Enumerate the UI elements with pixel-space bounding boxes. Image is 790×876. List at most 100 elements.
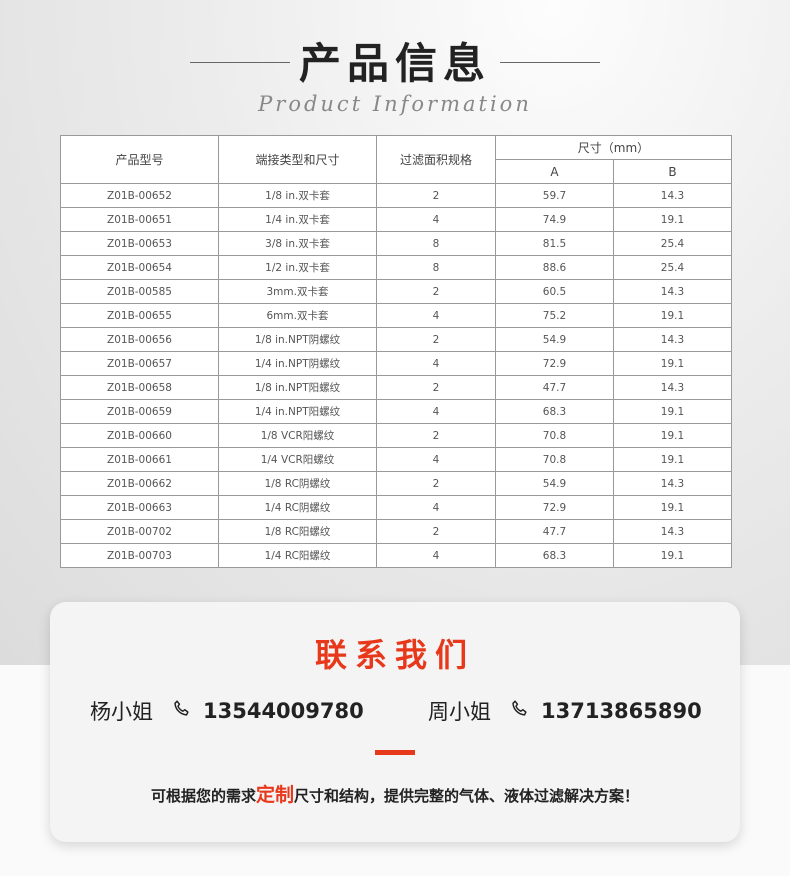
table-cell: 19.1 — [612, 207, 733, 232]
table-cell: 14.3 — [612, 375, 733, 400]
table-cell: 1/8 RC阴螺纹 — [218, 471, 377, 496]
table-row: Z01B-00655 6mm.双卡套 4 75.2 19.1 — [60, 303, 733, 328]
table-row: Z01B-00656 1/8 in.NPT阴螺纹 2 54.9 14.3 — [60, 327, 733, 352]
page-subtitle: Product Information — [258, 92, 532, 116]
table-cell: 74.9 — [495, 207, 614, 232]
header-model: 产品型号 — [60, 135, 219, 184]
table-row: Z01B-00653 3/8 in.双卡套 8 81.5 25.4 — [60, 231, 733, 256]
slogan-text: 尺寸和结构，提供完整的气体、液体过滤解决方案！ — [294, 787, 640, 805]
table-cell: Z01B-00703 — [60, 543, 219, 568]
table-cell: Z01B-00659 — [60, 399, 219, 424]
table-cell: 72.9 — [495, 351, 614, 376]
table-cell: 2 — [376, 423, 496, 448]
table-cell: 70.8 — [495, 447, 614, 472]
table-cell: 1/4 in.双卡套 — [218, 207, 377, 232]
table-cell: 1/8 in.NPT阴螺纹 — [218, 327, 377, 352]
table-cell: 6mm.双卡套 — [218, 303, 377, 328]
table-cell: 81.5 — [495, 231, 614, 256]
table-cell: 25.4 — [612, 255, 733, 280]
table-cell: Z01B-00654 — [60, 255, 219, 280]
table-cell: 14.3 — [612, 183, 733, 208]
contact-name: 周小姐 — [428, 700, 491, 724]
table-row: Z01B-00657 1/4 in.NPT阴螺纹 4 72.9 19.1 — [60, 351, 733, 376]
table-cell: 1/4 VCR阳螺纹 — [218, 447, 377, 472]
table-cell: 4 — [376, 303, 496, 328]
table-cell: Z01B-00663 — [60, 495, 219, 520]
table-cell: 2 — [376, 279, 496, 304]
header-filter-area: 过滤面积规格 — [376, 135, 496, 184]
table-row: Z01B-00663 1/4 RC阴螺纹 4 72.9 19.1 — [60, 495, 733, 520]
table-cell: 2 — [376, 471, 496, 496]
table-cell: 1/8 RC阳螺纹 — [218, 519, 377, 544]
table-cell: 59.7 — [495, 183, 614, 208]
table-cell: 14.3 — [612, 327, 733, 352]
table-cell: 8 — [376, 255, 496, 280]
table-cell: 54.9 — [495, 471, 614, 496]
table-cell: 1/2 in.双卡套 — [218, 255, 377, 280]
table-cell: 88.6 — [495, 255, 614, 280]
table-cell: 4 — [376, 207, 496, 232]
table-cell: 2 — [376, 183, 496, 208]
table-cell: 2 — [376, 375, 496, 400]
slogan-highlight: 定制 — [255, 784, 294, 806]
table-cell: 4 — [376, 543, 496, 568]
table-cell: Z01B-00585 — [60, 279, 219, 304]
table-row: Z01B-00585 3mm.双卡套 2 60.5 14.3 — [60, 279, 733, 304]
table-cell: 19.1 — [612, 399, 733, 424]
table-row: Z01B-00660 1/8 VCR阳螺纹 2 70.8 19.1 — [60, 423, 733, 448]
table-cell: 14.3 — [612, 471, 733, 496]
table-row: Z01B-00659 1/4 in.NPT阳螺纹 4 68.3 19.1 — [60, 399, 733, 424]
header-connection: 端接类型和尺寸 — [218, 135, 377, 184]
table-cell: 68.3 — [495, 543, 614, 568]
table-row: Z01B-00654 1/2 in.双卡套 8 88.6 25.4 — [60, 255, 733, 280]
table-cell: 4 — [376, 351, 496, 376]
slogan-text: 可根据您的需求 — [150, 787, 256, 805]
header-a: A — [495, 159, 614, 184]
table-cell: 25.4 — [612, 231, 733, 256]
table-cell: Z01B-00656 — [60, 327, 219, 352]
table-cell: 14.3 — [612, 279, 733, 304]
header-size: 尺寸（mm） — [495, 135, 732, 160]
table-cell: Z01B-00702 — [60, 519, 219, 544]
table-row: Z01B-00703 1/4 RC阳螺纹 4 68.3 19.1 — [60, 543, 733, 568]
table-cell: Z01B-00655 — [60, 303, 219, 328]
table-cell: 1/4 in.NPT阴螺纹 — [218, 351, 377, 376]
table-cell: 19.1 — [612, 495, 733, 520]
table-cell: 75.2 — [495, 303, 614, 328]
table-cell: 19.1 — [612, 543, 733, 568]
table-cell: 70.8 — [495, 423, 614, 448]
contact-person: 周小姐 13713865890 — [428, 696, 702, 726]
table-cell: 54.9 — [495, 327, 614, 352]
table-cell: 2 — [376, 519, 496, 544]
table-cell: 1/8 in.双卡套 — [218, 183, 377, 208]
table-cell: 47.7 — [495, 375, 614, 400]
table-cell: 4 — [376, 495, 496, 520]
table-cell: 1/8 in.NPT阳螺纹 — [218, 375, 377, 400]
table-row: Z01B-00702 1/8 RC阳螺纹 2 47.7 14.3 — [60, 519, 733, 544]
table-row: Z01B-00652 1/8 in.双卡套 2 59.7 14.3 — [60, 183, 733, 208]
table-cell: 1/4 RC阴螺纹 — [218, 495, 377, 520]
phone-icon — [509, 698, 531, 725]
title-divider-right — [500, 62, 600, 63]
contact-name: 杨小姐 — [90, 700, 153, 724]
table-cell: 3/8 in.双卡套 — [218, 231, 377, 256]
table-cell: 14.3 — [612, 519, 733, 544]
table-cell: Z01B-00657 — [60, 351, 219, 376]
table-cell: 1/8 VCR阳螺纹 — [218, 423, 377, 448]
table-cell: Z01B-00658 — [60, 375, 219, 400]
slogan: 可根据您的需求定制尺寸和结构，提供完整的气体、液体过滤解决方案！ — [50, 780, 740, 807]
phone-icon — [171, 698, 193, 725]
title-divider-left — [190, 62, 290, 63]
table-cell: Z01B-00653 — [60, 231, 219, 256]
contact-person: 杨小姐 13544009780 — [90, 696, 364, 726]
table-cell: 47.7 — [495, 519, 614, 544]
table-cell: 19.1 — [612, 303, 733, 328]
header-b: B — [612, 159, 733, 184]
contact-title: 联系我们 — [314, 636, 475, 674]
table-cell: 4 — [376, 447, 496, 472]
contact-card: 联系我们 杨小姐 13544009780 周小姐 13713865890 可根据… — [50, 602, 740, 842]
contact-phone[interactable]: 13544009780 — [203, 699, 364, 723]
table-cell: Z01B-00652 — [60, 183, 219, 208]
contact-phone[interactable]: 13713865890 — [541, 699, 702, 723]
accent-bar — [375, 750, 415, 755]
